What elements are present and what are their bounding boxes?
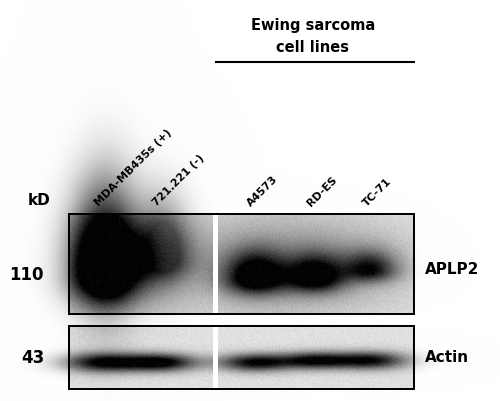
Text: MDA-MB435s (+): MDA-MB435s (+) <box>93 128 174 208</box>
Text: APLP2: APLP2 <box>425 263 480 277</box>
Text: RD-ES: RD-ES <box>305 174 338 208</box>
Text: cell lines: cell lines <box>276 40 349 55</box>
Text: Ewing sarcoma: Ewing sarcoma <box>251 18 375 33</box>
Text: kD: kD <box>28 193 51 208</box>
Text: 110: 110 <box>10 266 44 284</box>
Text: A4573: A4573 <box>245 174 280 208</box>
Text: 721.221 (-): 721.221 (-) <box>151 153 206 208</box>
Text: TC-71: TC-71 <box>361 176 393 208</box>
Text: Actin: Actin <box>425 350 469 365</box>
Text: 43: 43 <box>21 349 44 367</box>
